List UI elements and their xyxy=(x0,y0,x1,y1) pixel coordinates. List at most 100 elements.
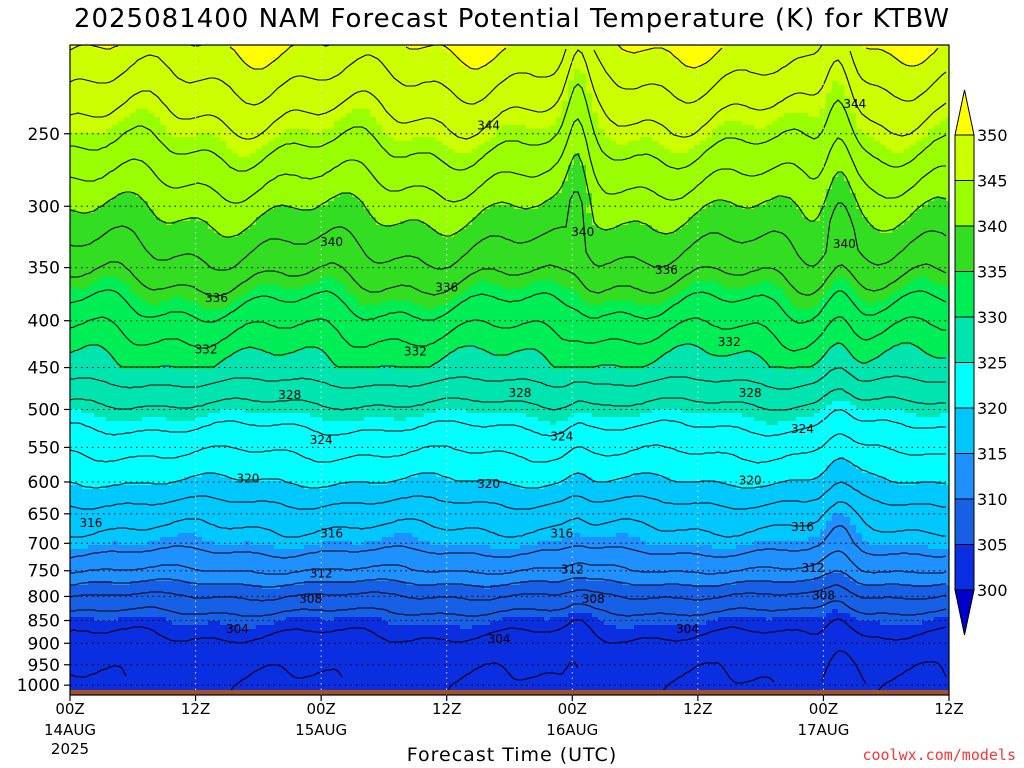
theta-cell xyxy=(82,269,89,274)
theta-cell xyxy=(214,665,221,670)
theta-cell xyxy=(166,169,173,174)
theta-cell xyxy=(160,473,167,478)
theta-cell xyxy=(112,153,119,158)
theta-cell xyxy=(136,73,143,78)
theta-cell xyxy=(70,169,77,174)
theta-cell xyxy=(166,581,173,586)
theta-cell xyxy=(220,393,227,398)
theta-cell xyxy=(214,337,221,342)
theta-cell xyxy=(136,657,143,662)
theta-cell xyxy=(202,329,209,334)
theta-cell xyxy=(202,93,209,98)
theta-cell xyxy=(112,561,119,566)
theta-cell xyxy=(148,685,155,690)
theta-cell xyxy=(238,173,245,178)
theta-cell xyxy=(88,153,95,158)
theta-cell xyxy=(142,149,149,154)
theta-cell xyxy=(166,393,173,398)
theta-cell xyxy=(136,153,143,158)
theta-cell xyxy=(190,657,197,662)
theta-cell xyxy=(124,285,131,290)
theta-cell xyxy=(124,465,131,470)
theta-cell xyxy=(94,561,101,566)
theta-cell xyxy=(172,121,179,126)
theta-cell xyxy=(160,81,167,86)
theta-cell xyxy=(148,121,155,126)
theta-cell xyxy=(106,385,113,390)
theta-cell xyxy=(214,177,221,182)
theta-cell xyxy=(112,461,119,466)
theta-cell xyxy=(118,585,125,590)
theta-cell xyxy=(70,585,77,590)
theta-cell xyxy=(226,105,233,110)
theta-cell xyxy=(160,629,167,634)
theta-cell xyxy=(220,601,227,606)
theta-cell xyxy=(136,501,143,506)
theta-cell xyxy=(172,269,179,274)
theta-cell xyxy=(208,457,215,462)
theta-cell xyxy=(214,573,221,578)
theta-cell xyxy=(112,669,119,674)
theta-cell xyxy=(154,321,161,326)
theta-cell xyxy=(124,469,131,474)
theta-cell xyxy=(232,485,239,490)
theta-cell xyxy=(100,105,107,110)
theta-cell xyxy=(166,249,173,254)
theta-cell xyxy=(238,113,245,118)
theta-cell xyxy=(88,481,95,486)
theta-cell xyxy=(118,321,125,326)
theta-cell xyxy=(124,73,131,78)
theta-cell xyxy=(184,541,191,546)
theta-cell xyxy=(154,461,161,466)
theta-cell xyxy=(196,433,203,438)
theta-cell xyxy=(100,281,107,286)
theta-cell xyxy=(208,93,215,98)
theta-cell xyxy=(244,57,251,62)
theta-cell xyxy=(178,269,185,274)
theta-cell xyxy=(154,561,161,566)
theta-cell xyxy=(88,361,95,366)
theta-cell xyxy=(250,109,257,114)
theta-cell xyxy=(154,85,161,90)
theta-cell xyxy=(196,121,203,126)
theta-cell xyxy=(112,625,119,630)
theta-cell xyxy=(178,193,185,198)
theta-cell xyxy=(220,425,227,430)
theta-cell xyxy=(250,301,257,306)
theta-cell xyxy=(136,181,143,186)
theta-cell xyxy=(70,229,77,234)
theta-cell xyxy=(124,353,131,358)
theta-cell xyxy=(226,521,233,526)
theta-cell xyxy=(136,345,143,350)
theta-cell xyxy=(82,665,89,670)
theta-cell xyxy=(100,653,107,658)
theta-cell xyxy=(184,201,191,206)
theta-cell xyxy=(208,437,215,442)
theta-cell xyxy=(238,493,245,498)
theta-cell xyxy=(136,537,143,542)
theta-cell xyxy=(76,665,83,670)
theta-cell xyxy=(244,245,251,250)
theta-cell xyxy=(244,173,251,178)
theta-cell xyxy=(178,425,185,430)
theta-cell xyxy=(220,249,227,254)
theta-cell xyxy=(130,245,137,250)
theta-cell xyxy=(196,325,203,330)
theta-cell xyxy=(106,157,113,162)
theta-cell xyxy=(100,101,107,106)
theta-cell xyxy=(250,337,257,342)
theta-cell xyxy=(202,673,209,678)
theta-cell xyxy=(94,93,101,98)
theta-cell xyxy=(208,589,215,594)
theta-cell xyxy=(124,169,131,174)
theta-cell xyxy=(238,269,245,274)
theta-cell xyxy=(94,453,101,458)
theta-cell xyxy=(94,229,101,234)
theta-cell xyxy=(130,77,137,82)
theta-cell xyxy=(172,433,179,438)
theta-cell xyxy=(178,209,185,214)
theta-cell xyxy=(232,141,239,146)
theta-cell xyxy=(202,621,209,626)
theta-cell xyxy=(184,393,191,398)
theta-cell xyxy=(70,137,77,142)
